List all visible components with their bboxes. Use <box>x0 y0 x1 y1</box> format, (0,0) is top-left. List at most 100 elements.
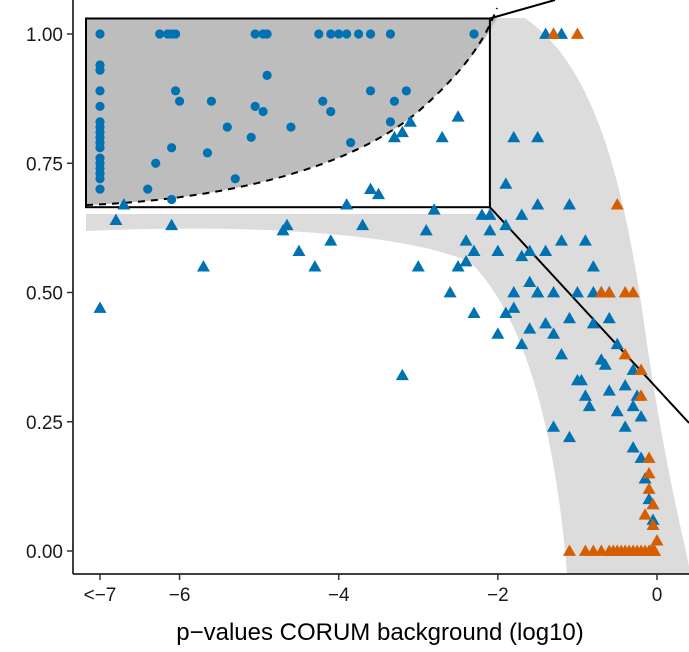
data-point-triangle <box>610 337 624 350</box>
zoom-connector-bottom <box>489 206 689 424</box>
data-point-triangle <box>626 286 640 298</box>
data-point-circle <box>206 96 216 106</box>
data-point-circle <box>95 174 105 184</box>
data-point-circle <box>250 101 260 111</box>
x-tick-label: 0 <box>652 585 663 606</box>
data-point-circle <box>174 96 185 106</box>
data-point-circle <box>246 132 256 142</box>
data-point-circle <box>389 96 400 106</box>
data-point-triangle <box>411 260 425 272</box>
data-point-circle <box>314 29 324 39</box>
data-point-triangle <box>280 218 294 231</box>
data-point-triangle <box>507 130 521 143</box>
data-point-triangle <box>483 208 497 220</box>
data-point-triangle <box>387 130 401 143</box>
x-tick-label: <−7 <box>84 585 117 606</box>
data-point-triangle <box>582 399 596 412</box>
y-tick-label: 0.25 <box>26 413 63 434</box>
zoom-region <box>85 0 689 424</box>
data-point-circle <box>170 86 181 96</box>
data-point-triangle <box>598 358 612 370</box>
data-point-triangle <box>499 177 513 189</box>
data-point-triangle <box>523 322 537 334</box>
data-point-circle <box>385 117 396 127</box>
data-point-triangle <box>562 311 576 324</box>
data-point-circle <box>401 86 411 96</box>
data-point-circle <box>167 143 177 153</box>
data-point-triangle <box>491 244 505 257</box>
data-point-circle <box>354 29 364 39</box>
data-point-triangle <box>547 286 561 298</box>
data-point-triangle <box>547 327 561 339</box>
data-point-triangle <box>419 223 433 236</box>
zoom-connector-top <box>489 0 556 20</box>
data-point-triangle <box>109 213 123 225</box>
data-point-triangle <box>451 110 465 122</box>
data-point-triangle <box>451 260 465 272</box>
data-point-circle <box>95 29 105 39</box>
data-point-triangle <box>570 27 584 39</box>
data-point-triangle <box>531 130 545 143</box>
data-point-triangle <box>610 198 624 210</box>
data-point-triangle <box>507 286 521 298</box>
data-point-triangle <box>531 286 545 298</box>
data-point-triangle <box>555 348 569 360</box>
data-point-triangle <box>523 275 537 288</box>
data-point-circle <box>262 29 272 39</box>
data-point-triangle <box>491 327 505 339</box>
data-point-circle <box>326 106 336 117</box>
data-point-circle <box>365 86 376 96</box>
x-tick-label: −6 <box>169 585 191 606</box>
data-point-triangle <box>646 518 660 531</box>
data-point-triangle <box>523 244 537 257</box>
data-point-circle <box>346 137 356 148</box>
y-tick-label: 0.50 <box>26 284 63 305</box>
data-point-triangle <box>634 363 648 375</box>
data-point-triangle <box>562 430 576 443</box>
data-point-triangle <box>562 544 576 556</box>
data-point-triangle <box>93 301 107 313</box>
data-point-circle <box>334 29 344 39</box>
data-point-triangle <box>499 218 513 231</box>
data-point-triangle <box>165 218 179 231</box>
data-point-triangle <box>467 306 481 319</box>
data-point-triangle <box>610 404 624 417</box>
data-point-circle <box>230 174 240 184</box>
data-point-triangle <box>634 410 648 422</box>
data-point-triangle <box>483 223 497 236</box>
data-point-triangle <box>618 379 632 391</box>
data-point-triangle <box>443 286 457 298</box>
data-point-triangle <box>499 306 513 319</box>
data-point-triangle <box>602 311 616 324</box>
data-point-circle <box>151 158 161 168</box>
data-point-circle <box>143 184 153 194</box>
y-tick-label: 0.75 <box>26 154 63 175</box>
y-tick-label: 1.00 <box>26 25 63 46</box>
data-point-triangle <box>356 218 370 231</box>
data-point-circle <box>167 194 177 205</box>
data-point-circle <box>262 70 272 80</box>
data-point-triangle <box>578 389 592 401</box>
zoom-shaded-area <box>86 18 497 205</box>
data-point-triangle <box>618 420 632 432</box>
data-point-triangle <box>340 198 354 210</box>
data-point-triangle <box>650 534 664 546</box>
data-point-triangle <box>467 244 481 257</box>
data-point-circle <box>95 65 105 75</box>
data-point-circle <box>326 29 336 39</box>
data-point-triangle <box>547 420 561 432</box>
data-point-circle <box>170 29 181 39</box>
axes <box>72 0 689 575</box>
data-point-triangle <box>626 399 640 412</box>
data-point-circle <box>342 29 352 39</box>
data-point-circle <box>258 106 268 117</box>
x-tick-label: −4 <box>328 585 350 606</box>
data-point-triangle <box>308 260 322 272</box>
data-point-triangle <box>515 337 529 350</box>
y-tick-label: 0.00 <box>26 542 63 563</box>
data-point-triangle <box>395 368 409 381</box>
data-point-circle <box>250 29 260 39</box>
data-point-triangle <box>539 244 553 257</box>
data-point-circle <box>95 143 105 153</box>
data-point-triangle <box>562 198 576 210</box>
